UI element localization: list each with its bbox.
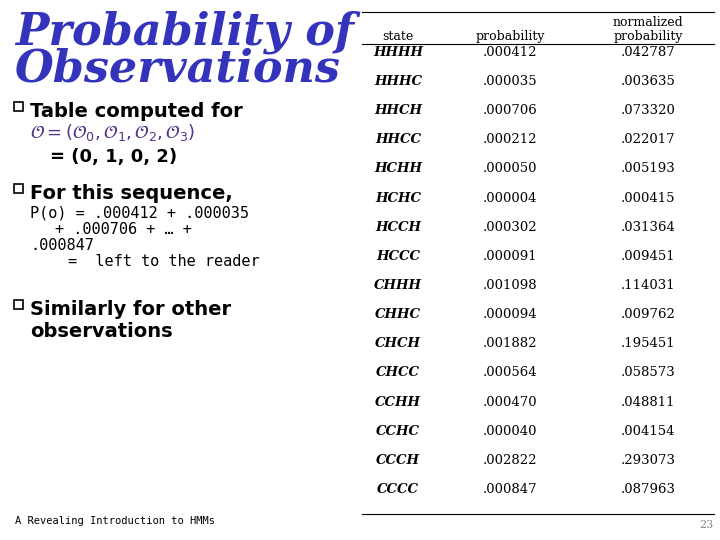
Text: probability: probability [475,30,545,43]
Text: Similarly for other: Similarly for other [30,300,231,319]
Text: HCCH: HCCH [375,221,421,234]
Text: .009451: .009451 [621,250,675,263]
Text: .000847: .000847 [30,238,94,253]
Text: .000470: .000470 [482,395,537,408]
Text: .001098: .001098 [482,279,537,292]
Text: 23: 23 [700,520,714,530]
Text: CCCH: CCCH [376,454,420,467]
Text: .000847: .000847 [482,483,537,496]
Text: .031364: .031364 [621,221,675,234]
Text: .000035: .000035 [482,75,537,88]
Text: =  left to the reader: = left to the reader [68,254,260,269]
Text: .058573: .058573 [621,366,675,380]
Text: .114031: .114031 [621,279,675,292]
Text: .073320: .073320 [621,104,675,117]
Text: Observations: Observations [15,47,341,90]
Text: .001882: .001882 [482,338,537,350]
Text: HHHC: HHHC [374,75,422,88]
Text: .003635: .003635 [621,75,675,88]
Text: .000302: .000302 [482,221,537,234]
Text: .042787: .042787 [621,46,675,59]
Text: .000706: .000706 [482,104,537,117]
Text: .000564: .000564 [482,366,537,380]
Text: CCHC: CCHC [376,424,420,437]
Text: HCCC: HCCC [376,250,420,263]
Text: CHHC: CHHC [375,308,421,321]
Text: HHCH: HHCH [374,104,422,117]
Text: observations: observations [30,322,173,341]
Text: .000040: .000040 [482,424,537,437]
Text: HHCC: HHCC [375,133,421,146]
Text: + .000706 + … +: + .000706 + … + [55,222,192,237]
Text: probability: probability [613,30,683,43]
Text: .087963: .087963 [621,483,675,496]
Text: .000004: .000004 [482,192,537,205]
Text: state: state [382,30,413,43]
Text: .000094: .000094 [482,308,537,321]
Text: HCHC: HCHC [375,192,421,205]
Text: .000212: .000212 [482,133,537,146]
Bar [14,300,23,309]
Text: .000091: .000091 [482,250,537,263]
Text: .048811: .048811 [621,395,675,408]
Text: .004154: .004154 [621,424,675,437]
Text: .000415: .000415 [621,192,675,205]
Text: HCHH: HCHH [374,163,422,176]
Text: Probability of: Probability of [15,10,354,53]
Text: CCHH: CCHH [375,395,421,408]
Text: .293073: .293073 [621,454,675,467]
Text: .005193: .005193 [621,163,675,176]
Text: $\mathcal{O} = (\mathcal{O}_0, \mathcal{O}_1, \mathcal{O}_2, \mathcal{O}_3)$: $\mathcal{O} = (\mathcal{O}_0, \mathcal{… [30,122,195,143]
Text: HHHH: HHHH [373,46,423,59]
Text: .195451: .195451 [621,338,675,350]
Text: .009762: .009762 [621,308,675,321]
Text: A Revealing Introduction to HMMs: A Revealing Introduction to HMMs [15,516,215,526]
Text: .022017: .022017 [621,133,675,146]
Text: Table computed for: Table computed for [30,102,243,121]
Text: = (0, 1, 0, 2): = (0, 1, 0, 2) [50,148,177,166]
Text: CCCC: CCCC [377,483,419,496]
Text: .002822: .002822 [482,454,537,467]
Bar [14,102,23,111]
Bar [14,184,23,193]
Text: For this sequence,: For this sequence, [30,184,233,203]
Text: CHCH: CHCH [375,338,421,350]
Text: normalized: normalized [613,16,683,29]
Text: .000050: .000050 [482,163,537,176]
Text: .000412: .000412 [482,46,537,59]
Text: P(ο) = .000412 + .000035: P(ο) = .000412 + .000035 [30,206,249,221]
Text: CHCC: CHCC [376,366,420,380]
Text: CHHH: CHHH [374,279,422,292]
